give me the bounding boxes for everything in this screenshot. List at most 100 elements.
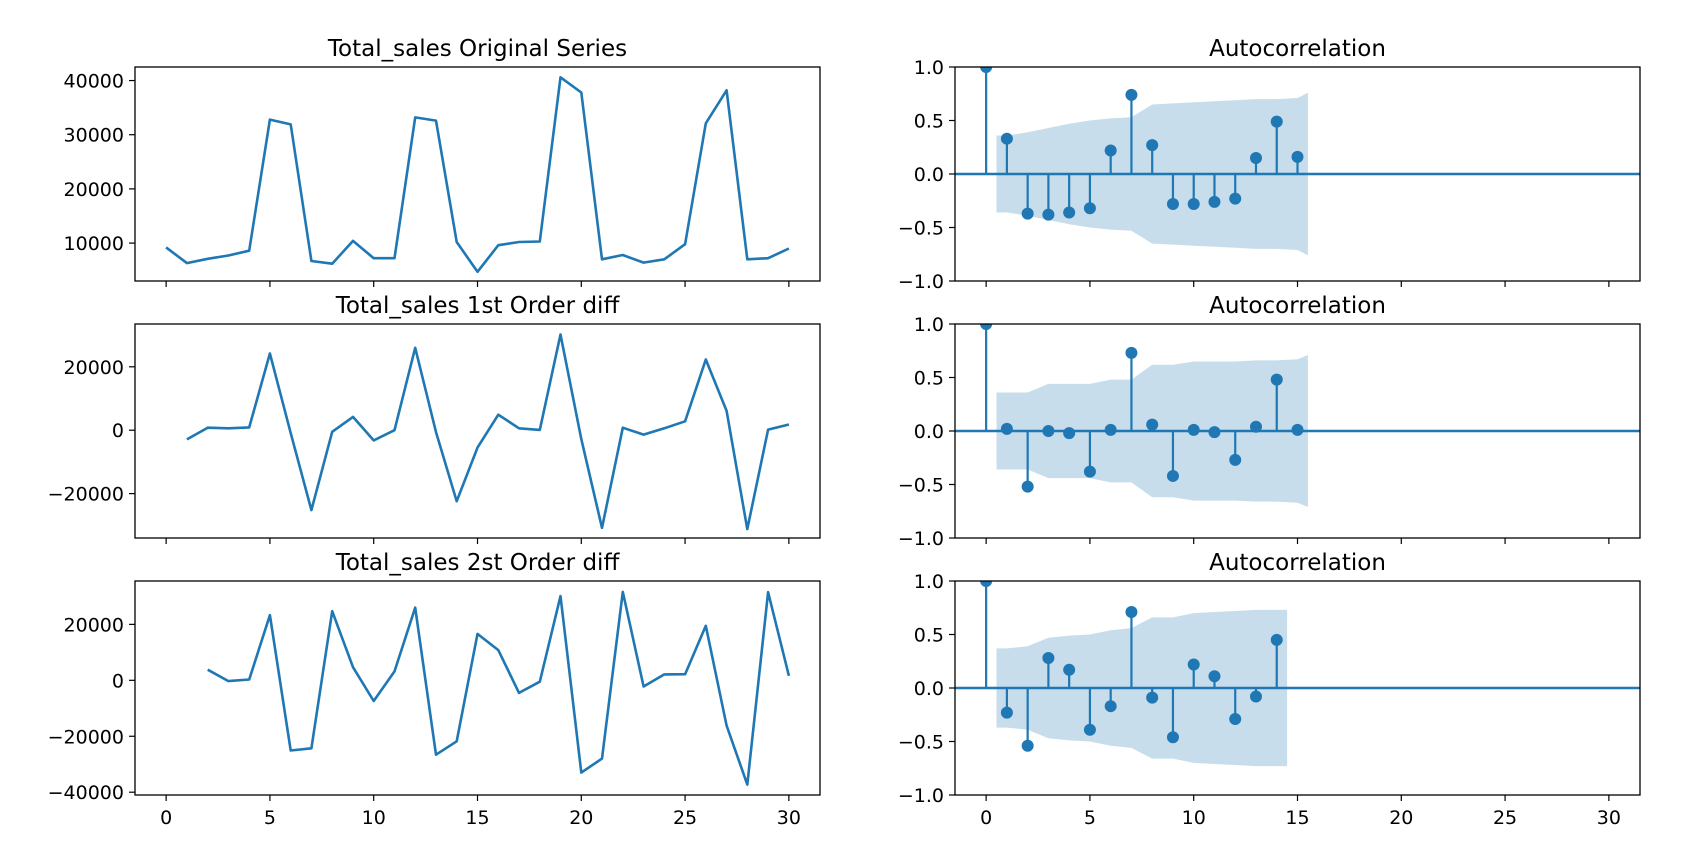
series-line xyxy=(186,333,790,531)
y-tick-label: 0 xyxy=(112,670,124,692)
y-tick-label: 1.0 xyxy=(914,571,944,593)
y-tick-label: −0.5 xyxy=(898,218,944,240)
plot-area xyxy=(207,590,791,786)
x-tick-label: 0 xyxy=(160,807,172,829)
stem-marker xyxy=(1063,663,1076,676)
plot-area xyxy=(955,581,1640,767)
stem-marker xyxy=(980,67,993,73)
stem-marker xyxy=(1229,713,1242,726)
stem-marker xyxy=(1208,426,1221,439)
stem-marker xyxy=(1000,706,1013,719)
panel-1: Total_sales Original Series 10000 20000 300… xyxy=(64,36,821,287)
x-tick-label: 15 xyxy=(465,807,489,829)
stem-marker xyxy=(1083,202,1096,215)
x-tick-label: 30 xyxy=(1597,807,1621,829)
panel-4: Autocorrelation −1.0 −0.5 0.0 0.5 1.0 xyxy=(898,293,1641,550)
stem-marker xyxy=(1042,425,1055,437)
y-tick-label: 0.5 xyxy=(914,368,944,390)
x-tick-label: 10 xyxy=(362,807,386,829)
plot-area xyxy=(955,324,1640,507)
stem-marker xyxy=(1104,423,1117,436)
y-tick-label: −1.0 xyxy=(898,785,944,807)
panel-5: Total_sales 2st Order diff −40000 −20000 0 2… xyxy=(48,550,821,829)
stem-marker xyxy=(980,581,993,587)
stem-marker xyxy=(1270,115,1283,128)
stem-marker xyxy=(1063,206,1076,219)
plot-area xyxy=(165,76,790,274)
panel-title: Autocorrelation xyxy=(1209,293,1386,319)
y-tick-label: 1.0 xyxy=(914,57,944,79)
y-tick-label: 30000 xyxy=(64,125,124,147)
stem-marker xyxy=(1229,453,1242,466)
x-tick-label: 5 xyxy=(264,807,276,829)
stem-marker xyxy=(1042,652,1055,665)
stem-marker xyxy=(1270,373,1283,386)
stem-marker xyxy=(1146,139,1159,152)
panel-title: Total_sales 1st Order diff xyxy=(335,293,621,319)
stem-marker xyxy=(1166,197,1179,210)
stem-marker xyxy=(1125,88,1138,101)
stem-marker xyxy=(1104,700,1117,713)
stem-marker xyxy=(1063,427,1076,440)
axes-frame xyxy=(134,323,821,539)
stem-marker xyxy=(1229,192,1242,205)
stem-marker xyxy=(1291,423,1304,436)
stem-marker xyxy=(1249,690,1262,703)
panel-6: Autocorrelation −1.0 −0.5 0.0 0.5 1.0 0 5 10 15 20… xyxy=(898,550,1641,829)
x-tick-label: 5 xyxy=(1084,807,1096,829)
stem-marker xyxy=(1166,469,1179,482)
y-tick-label: −1.0 xyxy=(898,271,944,293)
y-tick-label: 0.0 xyxy=(914,678,944,700)
stem-marker xyxy=(1208,195,1221,208)
axes-frame xyxy=(134,580,821,796)
panel-3: Total_sales 1st Order diff −20000 0 20000 xyxy=(48,293,821,544)
x-tick-label: 10 xyxy=(1182,807,1206,829)
stem-marker xyxy=(1021,480,1034,493)
y-tick-label: −40000 xyxy=(48,782,124,804)
y-tick-label: −20000 xyxy=(48,484,124,506)
y-tick-label: −1.0 xyxy=(898,528,944,550)
stem-marker xyxy=(1125,346,1138,359)
plot-area xyxy=(955,67,1640,256)
stem-marker xyxy=(1000,132,1013,145)
stem-marker xyxy=(1000,422,1013,435)
y-tick-label: 20000 xyxy=(64,179,124,201)
y-tick-label: 10000 xyxy=(64,233,124,255)
stem-marker xyxy=(980,324,993,330)
y-tick-label: 1.0 xyxy=(914,314,944,336)
stem-marker xyxy=(1208,670,1221,683)
x-tick-label: 0 xyxy=(980,807,992,829)
stem-marker xyxy=(1146,691,1159,704)
stem-marker xyxy=(1021,207,1034,220)
x-tick-label: 20 xyxy=(1389,807,1413,829)
stem-marker xyxy=(1083,723,1096,736)
stem-marker xyxy=(1270,633,1283,646)
series-line xyxy=(165,76,790,274)
x-tick-label: 25 xyxy=(673,807,697,829)
stem-marker xyxy=(1125,606,1138,619)
panel-title: Total_sales Original Series xyxy=(327,36,627,62)
x-tick-label: 25 xyxy=(1493,807,1517,829)
plot-area xyxy=(186,333,790,531)
stem-marker xyxy=(1249,151,1262,164)
stem-marker xyxy=(1187,658,1200,671)
y-tick-label: 40000 xyxy=(64,71,124,93)
y-tick-label: 0.5 xyxy=(914,625,944,647)
stem-marker xyxy=(1249,420,1262,433)
panel-title: Total_sales 2st Order diff xyxy=(335,550,621,576)
x-tick-label: 30 xyxy=(777,807,801,829)
stem-marker xyxy=(1291,150,1304,163)
panel-2: Autocorrelation −1.0 −0.5 0.0 0.5 1.0 xyxy=(898,36,1641,293)
y-tick-label: 0.0 xyxy=(914,421,944,443)
stem-marker xyxy=(1166,731,1179,744)
stem-marker xyxy=(1083,465,1096,478)
y-tick-label: 0.0 xyxy=(914,164,944,186)
y-tick-label: 20000 xyxy=(64,614,124,636)
stem-marker xyxy=(1042,208,1055,221)
y-tick-label: 20000 xyxy=(64,357,124,379)
panel-title: Autocorrelation xyxy=(1209,550,1386,576)
series-line xyxy=(207,590,791,786)
stem-marker xyxy=(1104,144,1117,157)
stem-marker xyxy=(1021,739,1034,752)
